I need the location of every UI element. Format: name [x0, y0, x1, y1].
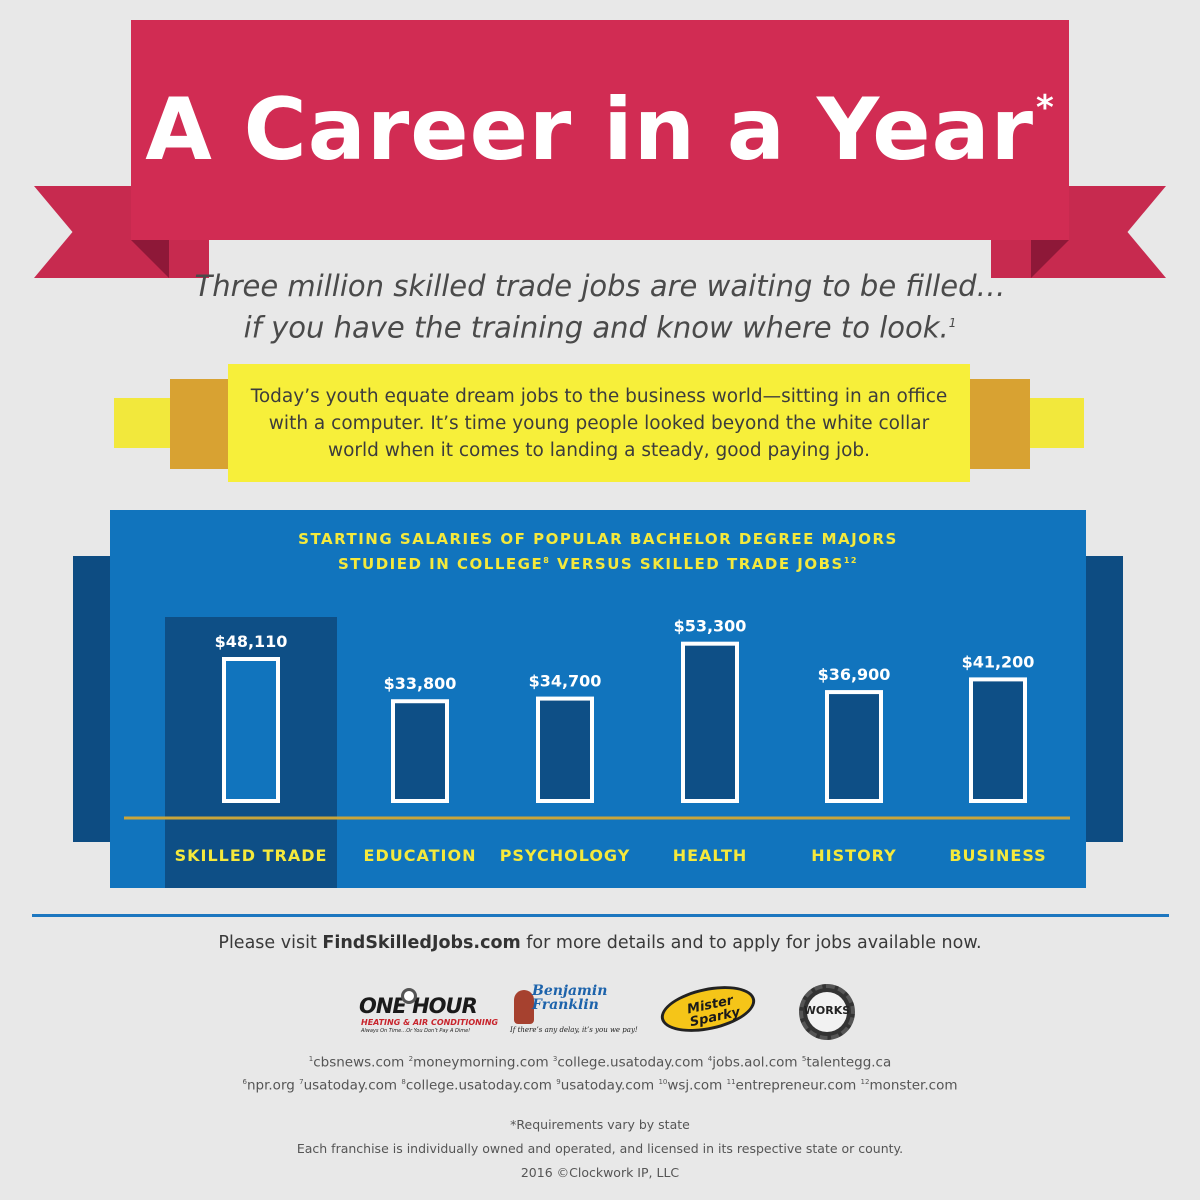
- visit-prefix: Please visit: [218, 933, 323, 953]
- source-ref: 2: [408, 1055, 414, 1063]
- one-hour-logo-text: ONE HOUR: [359, 994, 478, 1018]
- footnotes: *Requirements vary by state Each franchi…: [0, 1113, 1200, 1185]
- benjamin-franklin-logo: Benjamin Franklin If there’s any delay, …: [510, 983, 638, 1040]
- source-name: moneymorning.com: [413, 1054, 553, 1071]
- requirements-note: *Requirements vary by state: [510, 1117, 690, 1132]
- banner-fold-left: [131, 240, 169, 278]
- source-ref: 8: [401, 1077, 406, 1086]
- chart-title-ref-2: 12: [843, 556, 858, 565]
- source-name: usatoday.com: [560, 1077, 659, 1093]
- works-logo-text: WORKS: [803, 1004, 851, 1017]
- bar-history: [825, 690, 883, 804]
- bar-skilled-trade: [222, 657, 280, 803]
- source-name: wsj.com: [667, 1077, 727, 1093]
- bar-value-label: $41,200: [962, 652, 1035, 671]
- chart-title-line-2a: STUDIED IN COLLEGE: [338, 555, 544, 573]
- category-label: BUSINESS: [949, 846, 1046, 865]
- source-ref: 6: [242, 1077, 247, 1086]
- mascot-icon: [514, 990, 534, 1024]
- intro-text: Today’s youth equate dream jobs to the b…: [250, 385, 948, 461]
- source-name: cbsnews.com: [313, 1054, 409, 1071]
- category-label: HISTORY: [811, 846, 896, 865]
- works-logo-inner: [807, 992, 847, 1032]
- chart-title: STARTING SALARIES OF POPULAR BACHELOR DE…: [110, 528, 1086, 575]
- page-title: A Career in a Year*: [145, 80, 1055, 180]
- sources: 1cbsnews.com 2moneymorning.com 3college.…: [0, 1050, 1200, 1095]
- source-name: entrepreneur.com: [735, 1077, 861, 1093]
- source-ref: 1: [308, 1055, 314, 1063]
- bar-health: [681, 641, 739, 803]
- visit-suffix: for more details and to apply for jobs a…: [520, 933, 982, 953]
- visit-line: Please visit FindSkilledJobs.com for mor…: [0, 933, 1200, 953]
- subtitle-footnote-ref: 1: [948, 316, 957, 330]
- chart-plot: $48,110 SKILLED TRADE $33,800 EDUCATION $34,…: [124, 617, 1070, 865]
- benjamin-franklin-logo-text: Benjamin Franklin: [532, 983, 608, 1013]
- source-ref: 10: [658, 1077, 668, 1086]
- bar-value-label: $53,300: [674, 617, 747, 636]
- benjamin-franklin-tagline: If there’s any delay, it’s you we pay!: [510, 1026, 638, 1034]
- salary-chart: STARTING SALARIES OF POPULAR BACHELOR DE…: [110, 510, 1086, 888]
- source-name: monster.com: [869, 1077, 958, 1093]
- category-label: SKILLED TRADE: [175, 846, 328, 865]
- source-ref: 5: [801, 1055, 807, 1063]
- bar-psychology: [536, 696, 594, 804]
- source-ref: 11: [726, 1077, 736, 1086]
- subtitle: Three million skilled trade jobs are wai…: [0, 268, 1200, 347]
- page-title-text: A Career in a Year: [145, 80, 1035, 180]
- bar-value-label: $48,110: [215, 632, 288, 651]
- sources-line-1: 1cbsnews.com 2moneymorning.com 3college.…: [0, 1050, 1200, 1073]
- banner: A Career in a Year*: [131, 20, 1069, 240]
- bar-value-label: $34,700: [529, 672, 602, 691]
- subtitle-line-2-text: if you have the training and know where …: [243, 310, 949, 345]
- source-name: usatoday.com: [303, 1077, 402, 1093]
- clock-icon: [401, 988, 417, 1004]
- bar-value-label: $36,900: [818, 665, 891, 684]
- source-ref: 9: [556, 1077, 561, 1086]
- source-name: jobs.aol.com: [712, 1054, 802, 1071]
- brand-logos: ONE HOUR HEATING & AIR CONDITIONING Alwa…: [355, 978, 865, 1044]
- intro-band: Today’s youth equate dream jobs to the b…: [228, 364, 970, 482]
- page-title-asterisk: *: [1036, 88, 1055, 128]
- source-ref: 12: [860, 1077, 870, 1086]
- category-label: HEALTH: [673, 846, 748, 865]
- copyright: 2016 ©Clockwork IP, LLC: [520, 1165, 680, 1180]
- source-ref: 3: [552, 1055, 558, 1063]
- category-label: EDUCATION: [364, 846, 477, 865]
- category-label: PSYCHOLOGY: [500, 846, 631, 865]
- chart-title-line-1: STARTING SALARIES OF POPULAR BACHELOR DE…: [298, 530, 898, 548]
- mister-sparky-logo: Mister Sparky: [656, 978, 760, 1040]
- subtitle-line-1: Three million skilled trade jobs are wai…: [194, 269, 1006, 303]
- banner-fold-right: [1031, 240, 1069, 278]
- visit-site-link[interactable]: FindSkilledJobs.com: [322, 933, 521, 953]
- franchise-note: Each franchise is individually owned and…: [296, 1141, 904, 1156]
- sources-line-2: 6npr.org 7usatoday.com 8college.usatoday…: [0, 1073, 1200, 1096]
- source-name: college.usatoday.com: [557, 1054, 708, 1071]
- works-logo: WORKS: [795, 984, 861, 1040]
- one-hour-logo-tagline: Always On Time…Or You Don’t Pay A Dime!: [361, 1028, 471, 1034]
- source-ref: 4: [707, 1055, 713, 1063]
- chart-title-line-2: STUDIED IN COLLEGE8 VERSUS SKILLED TRADE…: [110, 550, 1086, 575]
- chart-title-line-2b: VERSUS SKILLED TRADE JOBS: [550, 555, 844, 573]
- source-ref: 7: [299, 1077, 304, 1086]
- bar-education: [391, 699, 449, 803]
- subtitle-line-2: if you have the training and know where …: [0, 305, 1200, 347]
- source-name: college.usatoday.com: [405, 1077, 557, 1093]
- one-hour-logo: ONE HOUR HEATING & AIR CONDITIONING Alwa…: [355, 984, 498, 1040]
- footer-divider: [32, 914, 1169, 917]
- source-name: npr.org: [246, 1077, 300, 1093]
- chart-title-ref-1: 8: [543, 556, 551, 565]
- source-name: talentegg.ca: [806, 1054, 892, 1071]
- one-hour-logo-subtext: HEATING & AIR CONDITIONING: [361, 1018, 499, 1027]
- bar-value-label: $33,800: [384, 674, 457, 693]
- bar-business: [969, 677, 1027, 803]
